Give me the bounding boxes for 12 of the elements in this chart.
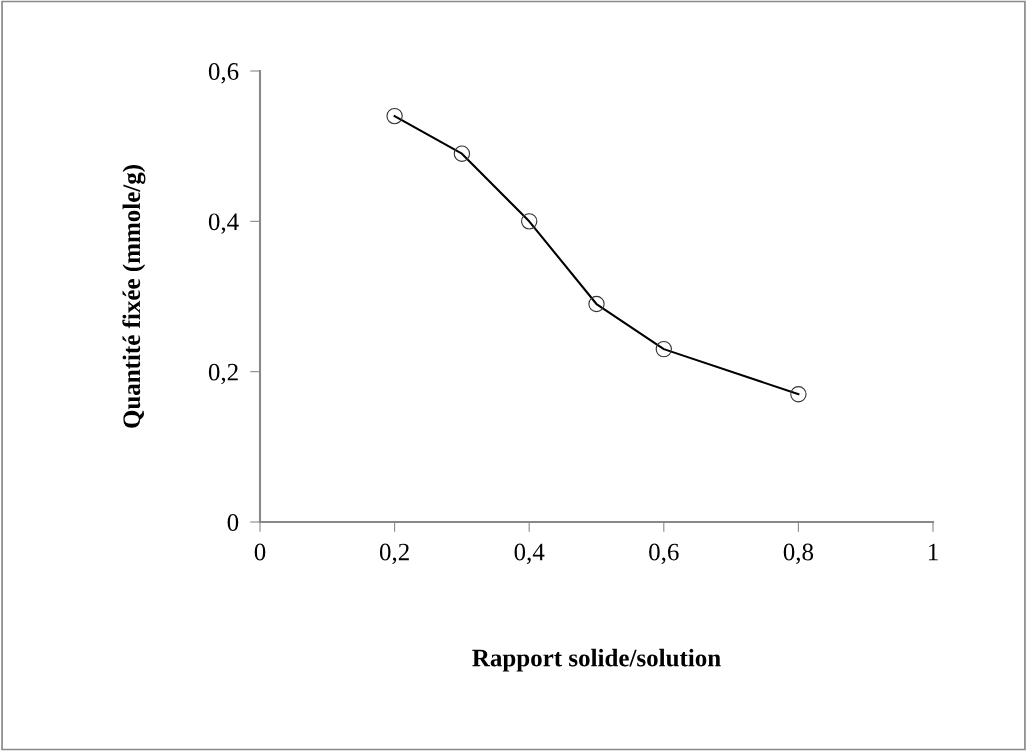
x-axis-title: Rapport solide/solution <box>472 648 721 672</box>
x-tick-label: 0,2 <box>379 543 409 565</box>
x-tick-label: 0,8 <box>783 543 814 565</box>
y-axis-title: Quantité fixée (mmole/g) <box>122 165 146 428</box>
y-tick-label: 0,4 <box>208 213 239 234</box>
y-tick-label: 0,6 <box>208 63 239 84</box>
x-tick-label: 0 <box>254 543 266 561</box>
x-tick-label: 1 <box>928 543 938 561</box>
y-tick-label: 0,2 <box>208 363 238 385</box>
x-tick-label: 0,4 <box>514 543 545 565</box>
y-tick-label: 0 <box>227 514 239 531</box>
x-tick-label: 0,6 <box>649 543 679 565</box>
